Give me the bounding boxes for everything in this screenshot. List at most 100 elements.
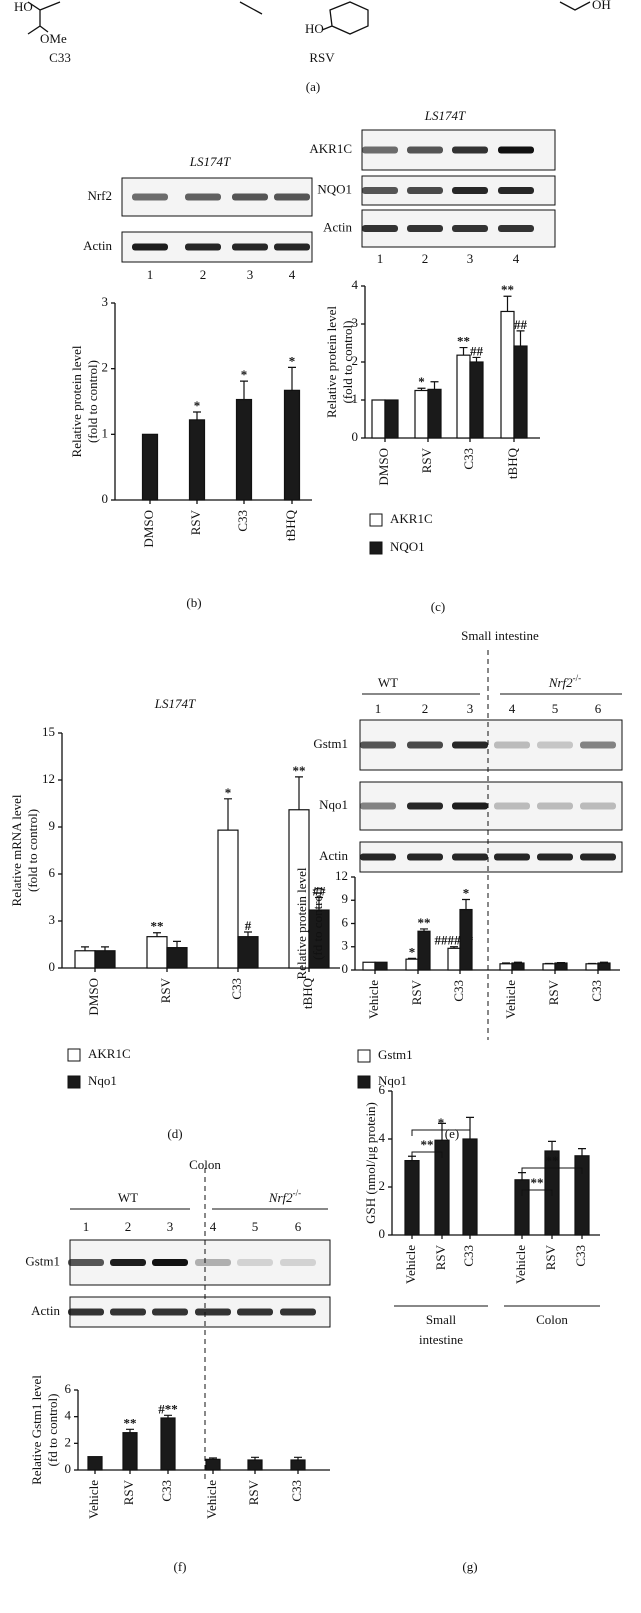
blot-band	[580, 802, 616, 810]
blot-band	[68, 1308, 104, 1316]
y-axis-label: Relative protein level	[294, 867, 309, 979]
genotype-name: WT	[378, 675, 398, 690]
x-tick-label: RSV	[158, 977, 173, 1003]
blot-row-label: Actin	[83, 238, 112, 253]
y-tick-label: 4	[352, 277, 359, 292]
error-bar	[295, 776, 303, 810]
blot-band	[498, 225, 534, 232]
x-tick-label: RSV	[409, 979, 424, 1005]
y-tick-label: 0	[49, 959, 56, 974]
blot-band	[274, 193, 310, 201]
significance-label: ##	[470, 343, 484, 358]
bar	[554, 962, 568, 971]
lane-number: 1	[147, 267, 154, 282]
blot-band	[360, 853, 396, 861]
panel-label: (e)	[445, 1126, 459, 1141]
y-axis-label: (fold to control)	[340, 320, 355, 403]
y-tick-label: 1	[352, 391, 359, 406]
blot-band	[494, 853, 530, 861]
genotype-label: Nrf2-/-	[548, 673, 581, 690]
lane-number: 3	[467, 701, 474, 716]
blot-band	[452, 802, 488, 810]
x-tick-label: Vehicle	[204, 1480, 219, 1519]
bar	[122, 1432, 138, 1471]
significance-label: *	[241, 367, 248, 382]
significance-label: *	[225, 785, 232, 800]
significance-label: ##	[514, 317, 528, 332]
y-axis-label: Relative protein level	[324, 306, 339, 418]
bar	[456, 354, 471, 439]
y-axis-label: GSH (nmol/μg protein)	[363, 1102, 378, 1224]
y-axis-label: Relative mRNA level	[9, 794, 24, 906]
blot-band	[110, 1308, 146, 1316]
error-bar	[408, 957, 416, 960]
y-axis-label: Relative protein level	[69, 345, 84, 457]
x-tick-label: Vehicle	[503, 980, 518, 1019]
bar	[447, 947, 461, 971]
error-bar	[315, 896, 323, 911]
blot-band	[68, 1259, 104, 1266]
bar	[290, 1459, 306, 1471]
bar	[405, 958, 419, 971]
blot-band	[452, 853, 488, 861]
y-axis-label: (fold to control)	[85, 360, 100, 443]
significance-label: **	[418, 915, 431, 930]
genotype-label: Nrf2-/-	[268, 1188, 301, 1205]
bar	[74, 950, 96, 969]
legend-swatch	[369, 541, 383, 555]
legend-label: Nqo1	[378, 1073, 407, 1088]
blot-row-label: Nrf2	[87, 188, 112, 203]
bar	[205, 1458, 221, 1471]
panel-label: (a)	[306, 79, 320, 94]
legend-label: AKR1C	[88, 1046, 131, 1061]
error-bar	[288, 366, 296, 391]
error-bar	[193, 411, 201, 420]
blot-band	[132, 193, 168, 201]
significance-label: **	[293, 763, 306, 778]
x-tick-label: C33	[229, 978, 244, 1000]
blot-band	[362, 187, 398, 194]
error-bar	[244, 931, 252, 937]
bar	[87, 1456, 103, 1471]
blot-band	[537, 741, 573, 749]
lane-number: 2	[200, 267, 207, 282]
bracket	[411, 1129, 471, 1136]
x-tick-label: RSV	[188, 509, 203, 535]
bar	[384, 399, 399, 439]
panel-label: (g)	[462, 1559, 477, 1574]
x-tick-label: C33	[235, 510, 250, 532]
bar	[427, 388, 442, 439]
blot-band	[185, 193, 221, 201]
x-tick-label: RSV	[543, 1244, 558, 1270]
error-bar	[430, 381, 439, 390]
genotype-name: WT	[118, 1190, 138, 1205]
blot-band	[232, 243, 268, 251]
chart-title: LS174T	[154, 696, 196, 711]
bracket-label: *	[438, 1115, 445, 1130]
significance-label: #	[245, 918, 252, 933]
x-tick-label: RSV	[121, 1479, 136, 1505]
error-bar	[600, 961, 608, 964]
panel-label: (d)	[167, 1126, 182, 1141]
y-tick-label: 3	[342, 938, 349, 953]
y-tick-label: 9	[342, 891, 349, 906]
y-tick-label: 0	[65, 1461, 72, 1476]
significance-label: *	[418, 374, 425, 389]
error-bar	[126, 1428, 134, 1433]
blot-row-label: Actin	[323, 219, 352, 234]
panel-label: (b)	[186, 595, 201, 610]
atom-label: OMe	[40, 31, 67, 46]
blot-band	[152, 1308, 188, 1316]
legend-swatch	[357, 1075, 371, 1089]
bracket	[521, 1189, 553, 1196]
bar	[417, 930, 431, 971]
bar	[362, 961, 376, 971]
genotype-superscript: -/-	[293, 1188, 302, 1198]
significance-label: #**	[158, 1401, 178, 1416]
error-bar	[224, 798, 232, 831]
legend-label: AKR1C	[390, 511, 433, 526]
y-tick-label: 12	[42, 771, 55, 786]
lane-number: 4	[513, 251, 520, 266]
error-bar	[81, 946, 89, 951]
genotype-superscript: -/-	[573, 673, 582, 683]
